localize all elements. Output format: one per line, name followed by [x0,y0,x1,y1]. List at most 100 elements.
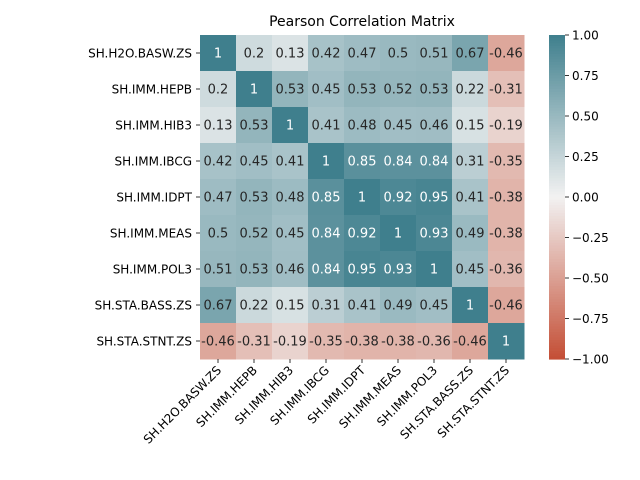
heatmap-cell [200,215,237,252]
heatmap-cell [452,287,489,324]
cell-value-label: 0.41 [312,119,341,134]
heatmap-cell [308,323,345,360]
cell-value-label: 1 [394,227,402,242]
cell-value-label: -0.46 [489,47,523,62]
cell-value-label: 0.52 [240,227,269,242]
heatmap-cell [380,71,417,108]
colorbar-segment [549,288,565,293]
colorbar-segment [549,242,565,247]
colorbar-segment [549,340,565,344]
colorbar-segment [549,305,565,309]
heatmap-cell [236,143,273,180]
colorbar-segment [549,323,565,328]
colorbar-segment [549,248,565,252]
colorbar-segment [549,137,565,141]
row-label: SH.IMM.HIB3 [115,119,192,133]
colorbar-tick-label: −0.25 [572,231,609,245]
row-label: SH.IMM.IBCG [114,155,192,169]
colorbar-segment [549,218,565,222]
colorbar-segment [549,89,565,93]
cell-value-label: -0.46 [489,299,523,314]
heatmap-cell [416,215,453,252]
colorbar-segment [549,164,565,168]
heatmap-cell [272,35,309,72]
heatmap-cell [236,287,273,324]
heatmap-cell [452,35,489,72]
cell-value-label: 0.45 [456,263,485,278]
colorbar-segment [549,156,565,160]
colorbar-segment [549,350,565,355]
heatmap-cell [272,107,309,144]
heatmap-cell [488,251,525,288]
colorbar-segment [549,121,565,125]
heatmap-cell [344,143,381,180]
heatmap-cell [344,215,381,252]
colorbar-segment [549,48,565,52]
cell-value-label: 0.42 [312,47,341,62]
heatmap-cell [308,107,345,144]
heatmap-cell [236,35,273,72]
heatmap-cell [344,71,381,108]
colorbar-segment [549,348,565,352]
heatmap-cell [488,179,525,216]
cell-value-label: 0.53 [240,119,269,134]
heatmap-cell [272,251,309,288]
colorbar-segment [549,67,565,71]
colorbar-segment [549,91,565,95]
heatmap-cell [200,143,237,180]
row-label: SH.IMM.IDPT [116,191,192,205]
colorbar-tick-label: −1.00 [572,353,609,367]
colorbar-segment [549,113,565,117]
cell-value-label: 0.13 [276,47,305,62]
row-label: SH.STA.BASS.ZS [95,299,192,313]
heatmap-cell [488,107,525,144]
heatmap-cell [416,323,453,360]
heatmap-cell [272,71,309,108]
heatmap-cell [236,107,273,144]
colorbar-segment [549,329,565,333]
colorbar-segment [549,191,565,195]
colorbar-segment [549,78,565,82]
heatmap-cell [488,323,525,360]
chart-title: Pearson Correlation Matrix [269,14,455,30]
colorbar-tick-label: −0.75 [572,312,609,326]
heatmap-cell [200,179,237,216]
heatmap-cell [380,143,417,180]
heatmap-cell [344,179,381,216]
heatmap-cell [200,251,237,288]
colorbar-segment [549,86,565,90]
heatmap-cell [344,323,381,360]
cell-value-label: -0.38 [489,191,523,206]
cell-value-label: 0.84 [420,155,449,170]
heatmap-cell [200,323,237,360]
heatmap-cell [308,215,345,252]
heatmap-cell [272,215,309,252]
row-label: SH.H2O.BASW.ZS [88,47,192,61]
cell-value-label: 1 [358,191,366,206]
colorbar-segment [549,143,565,147]
colorbar-tick-label: 0.00 [572,191,599,205]
heatmap-cell [488,287,525,324]
heatmap-cell [452,71,489,108]
heatmap-cell [308,287,345,324]
cell-value-label: -0.19 [273,335,307,350]
colorbar-segment [549,148,565,152]
colorbar-segment [549,240,565,244]
colorbar-segment [549,170,565,174]
heatmap-cell [380,323,417,360]
colorbar-segment [549,45,565,50]
colorbar-segment [549,105,565,109]
heatmap-cell [308,251,345,288]
colorbar-segment [549,102,565,106]
cell-value-label: 0.95 [420,191,449,206]
cell-value-label: -0.46 [453,335,487,350]
cell-value-label: 1 [430,263,438,278]
cell-value-label: 0.85 [348,155,377,170]
cell-value-label: 0.84 [312,227,341,242]
colorbar-segment [549,199,565,203]
colorbar-segment [549,178,565,182]
colorbar-segment [549,75,565,79]
cell-value-label: 1 [466,299,474,314]
colorbar-segment [549,194,565,198]
